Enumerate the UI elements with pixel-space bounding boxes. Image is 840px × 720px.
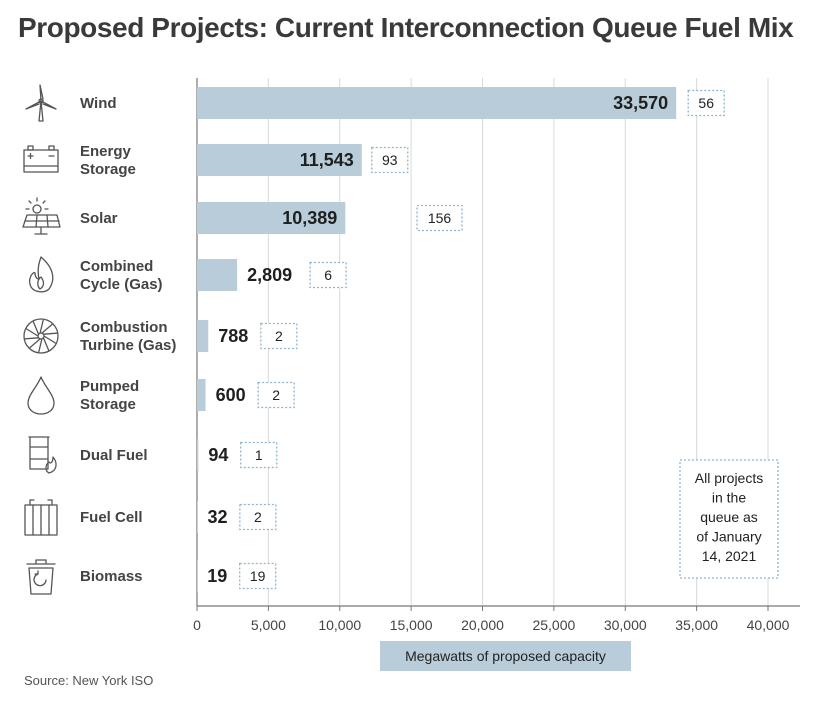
project-count-label: 2 xyxy=(275,328,283,344)
wind-turbine-icon xyxy=(25,84,57,122)
bar xyxy=(197,202,346,234)
project-count-label: 56 xyxy=(698,95,714,111)
project-count-box xyxy=(239,562,277,590)
bar-value-label: 600 xyxy=(216,385,246,405)
bar xyxy=(197,560,198,592)
category-label: Pumped xyxy=(80,378,139,395)
project-count-box xyxy=(257,381,295,409)
project-count-box xyxy=(240,441,278,469)
category-label: Energy xyxy=(80,143,132,160)
project-count-box xyxy=(687,89,725,117)
note-line: queue as xyxy=(700,509,758,525)
bar-value-label: 788 xyxy=(218,326,248,346)
x-tick-label: 30,000 xyxy=(604,617,647,633)
project-count-label: 1 xyxy=(255,447,263,463)
x-tick-label: 20,000 xyxy=(461,617,504,633)
x-tick-label: 15,000 xyxy=(390,617,433,633)
x-tick-label: 5,000 xyxy=(251,617,286,633)
category-label: Fuel Cell xyxy=(80,509,143,526)
note-line: 14, 2021 xyxy=(702,548,757,564)
source-note: Source: New York ISO xyxy=(24,673,154,688)
x-tick-label: 10,000 xyxy=(318,617,361,633)
category-label: Wind xyxy=(80,95,117,112)
project-count-label: 93 xyxy=(382,152,398,168)
project-count-box xyxy=(239,503,277,531)
category-label: Storage xyxy=(80,396,136,413)
bar-value-label: 11,543 xyxy=(300,150,354,170)
category-label: Combined xyxy=(80,258,153,275)
category-label: Turbine (Gas) xyxy=(80,337,176,354)
x-tick-label: 40,000 xyxy=(747,617,790,633)
note-line: of January xyxy=(696,529,761,545)
project-count-label: 2 xyxy=(254,509,262,525)
solar-panel-icon xyxy=(22,197,61,235)
bar xyxy=(197,379,206,411)
category-label: Cycle (Gas) xyxy=(80,276,163,293)
chart-title: Proposed Projects: Current Interconnecti… xyxy=(18,12,794,43)
bar-value-label: 33,570 xyxy=(613,93,668,113)
project-count-label: 19 xyxy=(250,568,266,584)
project-count-label: 2 xyxy=(272,387,280,403)
biomass-bin-icon xyxy=(26,559,56,595)
bar-value-label: 32 xyxy=(207,507,227,527)
category-label: Solar xyxy=(80,210,118,227)
bar-value-label: 10,389 xyxy=(282,208,337,228)
bar-value-label: 94 xyxy=(208,445,228,465)
flame-icon xyxy=(29,256,54,293)
bar xyxy=(197,87,677,119)
x-tick-label: 25,000 xyxy=(532,617,575,633)
bar xyxy=(197,501,198,533)
project-count-label: 156 xyxy=(428,210,452,226)
bar xyxy=(197,144,362,176)
category-label: Biomass xyxy=(80,568,143,585)
x-axis-label-box xyxy=(380,641,631,671)
note-line: All projects xyxy=(695,470,763,486)
x-tick-label: 0 xyxy=(193,617,201,633)
project-count-box xyxy=(309,261,347,289)
category-label: Storage xyxy=(80,161,136,178)
battery-icon xyxy=(23,145,59,173)
bar-value-label: 19 xyxy=(207,566,227,586)
project-count-box xyxy=(416,204,463,232)
bar-value-label: 2,809 xyxy=(247,265,292,285)
note-line: in the xyxy=(712,490,746,506)
bar xyxy=(197,320,209,352)
x-axis-label: Megawatts of proposed capacity xyxy=(405,648,606,664)
category-label: Dual Fuel xyxy=(80,447,148,464)
note-box xyxy=(679,459,779,579)
category-label: Combustion xyxy=(80,319,168,336)
project-count-box xyxy=(260,322,298,350)
water-drop-icon xyxy=(27,376,55,415)
x-tick-label: 35,000 xyxy=(675,617,718,633)
project-count-label: 6 xyxy=(324,267,332,283)
project-count-box xyxy=(371,146,409,174)
fuel-drum-icon xyxy=(28,436,57,474)
bar xyxy=(197,259,238,291)
turbine-icon xyxy=(23,318,59,354)
bar xyxy=(197,439,199,471)
fuel-cell-icon xyxy=(24,499,58,536)
